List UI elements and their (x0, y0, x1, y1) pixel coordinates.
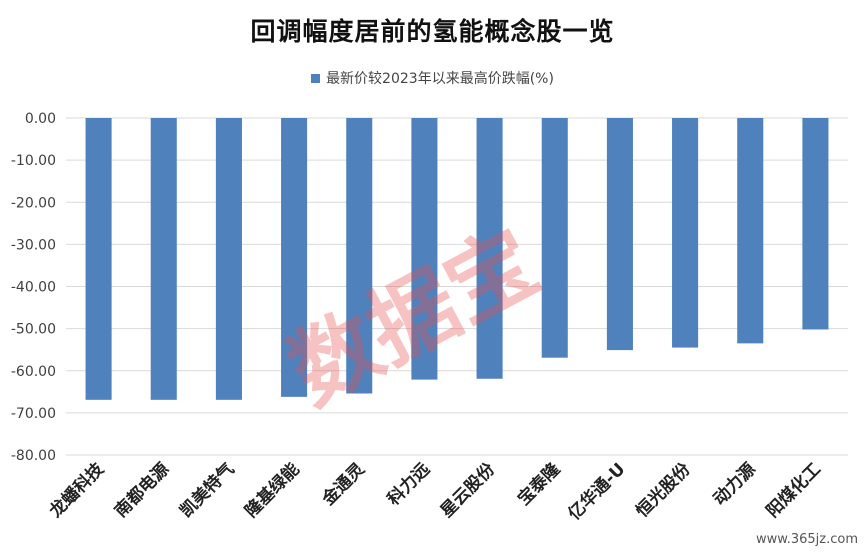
x-tick-layer: 龙蟠科技 南都电源 凯美特气 隆基绿能 金通灵 科力远 星云股份 宝泰隆 亿华通-U 恒光股份 动力… (44, 458, 824, 524)
x-tick-label: 凯美特气 (176, 459, 239, 522)
bar (150, 118, 177, 400)
x-tick-label: 金通灵 (317, 458, 369, 510)
y-tick-label: -40.00 (11, 280, 56, 296)
bar (802, 118, 829, 330)
bar (281, 118, 308, 397)
chart-legend: 最新价较2023年以来最高价跌幅(%) (0, 68, 865, 88)
y-tick-label: -60.00 (11, 364, 56, 380)
y-tick-label: -70.00 (11, 406, 56, 422)
grid-layer (66, 117, 848, 456)
x-tick-label: 星云股份 (436, 458, 500, 522)
x-tick-label: 科力远 (383, 459, 434, 510)
legend-label: 最新价较2023年以来最高价跌幅(%) (326, 71, 554, 87)
x-tick-label: 南都电源 (110, 459, 173, 522)
x-tick-label: 龙蟠科技 (44, 458, 108, 522)
x-tick-label: 亿华通-U (564, 459, 630, 525)
x-tick-label: 宝泰隆 (513, 458, 565, 510)
bar (346, 118, 373, 394)
y-tick-label: -50.00 (11, 322, 56, 338)
bar (606, 118, 633, 351)
x-tick-label: 阳煤化工 (762, 459, 825, 522)
bar (215, 118, 242, 400)
chart-title: 回调幅度居前的氢能概念股一览 (250, 17, 615, 46)
legend-swatch (311, 73, 321, 83)
x-tick-label: 动力源 (709, 459, 760, 510)
y-tick-label: 0.00 (25, 111, 56, 127)
y-tick-label: -30.00 (11, 237, 56, 253)
site-watermark: www.365jz.com (753, 531, 861, 548)
bar-layer (85, 118, 829, 400)
y-tick-layer: 0.00 -10.00 -20.00 -30.00 -40.00 -50.00 -60.00… (11, 111, 56, 464)
bar (737, 118, 764, 344)
y-tick-label: -10.00 (11, 153, 56, 169)
x-tick-label: 隆基绿能 (241, 459, 304, 522)
bar (411, 118, 438, 380)
y-tick-label: -20.00 (11, 195, 56, 211)
bar (672, 118, 699, 348)
y-tick-label: -80.00 (11, 448, 56, 464)
bar (85, 118, 112, 400)
bar (541, 118, 568, 358)
x-tick-label: 恒光股份 (632, 458, 696, 522)
bar (476, 118, 503, 379)
